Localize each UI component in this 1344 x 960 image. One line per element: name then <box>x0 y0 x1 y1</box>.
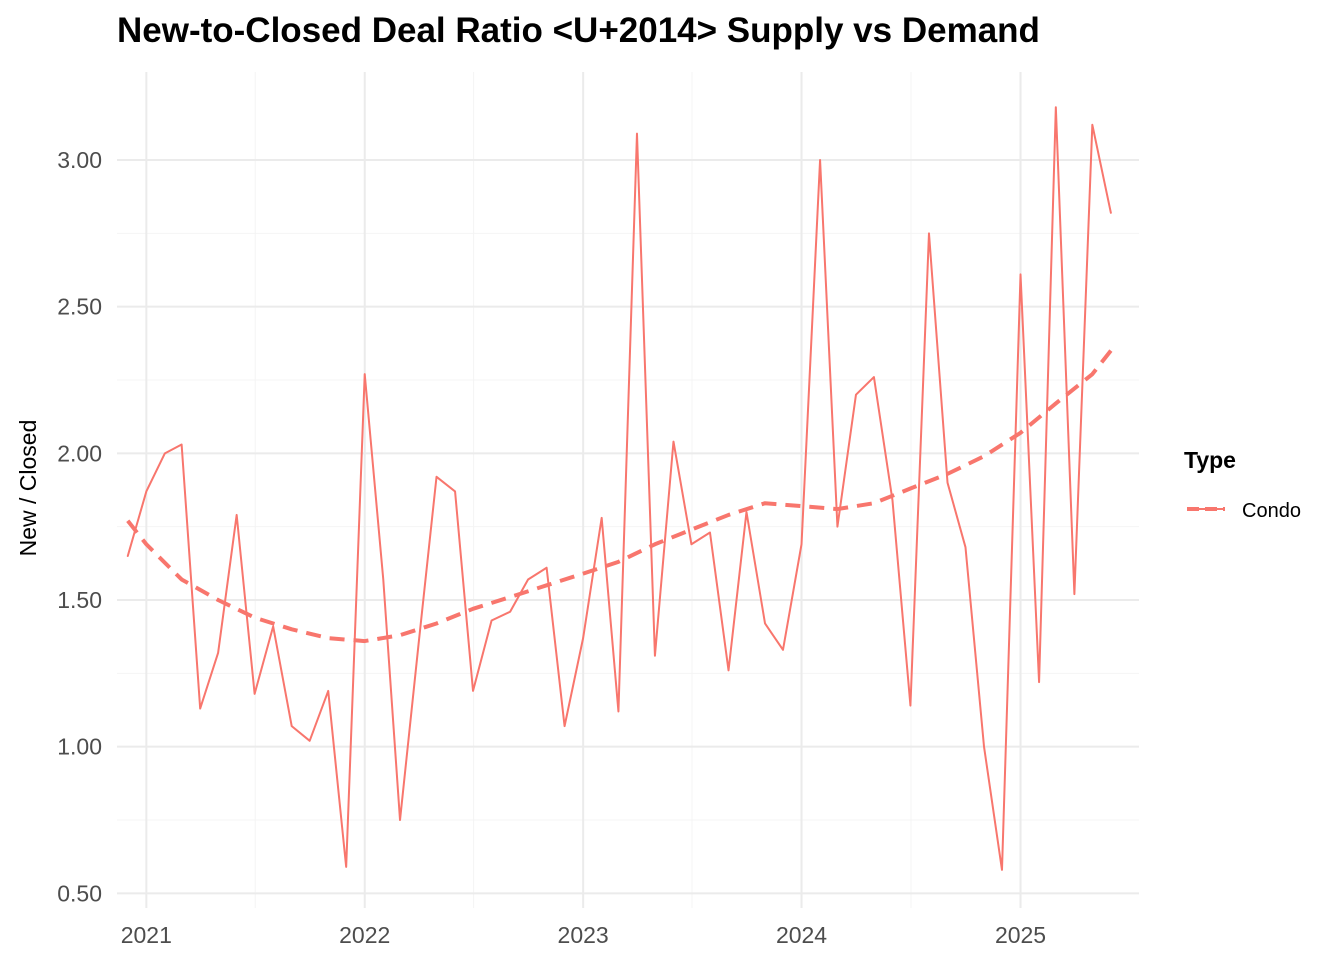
x-tick-label: 2024 <box>776 922 827 948</box>
grid <box>117 72 1139 908</box>
y-tick-label: 1.50 <box>57 587 102 613</box>
y-tick-label: 0.50 <box>57 880 102 906</box>
legend: Type Condo <box>1184 447 1301 522</box>
x-axis: 2021 2022 2023 2024 2025 <box>121 922 1046 948</box>
y-tick-label: 2.50 <box>57 294 102 320</box>
series-line-condo <box>126 106 1112 871</box>
x-tick-label: 2025 <box>995 922 1046 948</box>
x-tick-label: 2023 <box>558 922 609 948</box>
y-tick-label: 1.00 <box>57 734 102 760</box>
legend-title: Type <box>1184 447 1236 473</box>
y-axis: 0.50 1.00 1.50 2.00 2.50 3.00 <box>57 147 102 906</box>
y-tick-label: 2.00 <box>57 440 102 466</box>
x-tick-label: 2021 <box>121 922 172 948</box>
series-layer <box>126 106 1113 871</box>
x-tick-label: 2022 <box>339 922 390 948</box>
trend-line-condo <box>126 349 1113 644</box>
y-axis-title: New / Closed <box>15 420 41 557</box>
legend-label-condo: Condo <box>1242 500 1301 522</box>
y-tick-label: 3.00 <box>57 147 102 173</box>
chart-title: New-to-Closed Deal Ratio <U+2014> Supply… <box>117 11 1040 50</box>
